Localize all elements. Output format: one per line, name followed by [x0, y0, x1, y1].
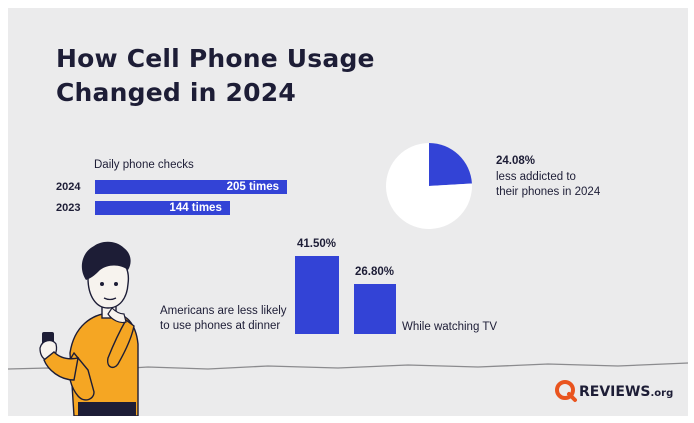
page-title-line-1: How Cell Phone Usage — [56, 44, 375, 73]
bar-value-label: 41.50% — [297, 238, 337, 250]
bar-2023: 144 times — [95, 201, 230, 215]
pie-annotation-line-1: less addicted to — [496, 171, 576, 183]
brand-name: REVIEWS — [579, 384, 651, 400]
bar-dinner — [295, 256, 339, 334]
pie-chart — [385, 143, 472, 229]
decoration-layer — [8, 241, 688, 416]
brand-suffix: .org — [650, 388, 674, 399]
brand-logo[interactable]: REVIEWS.org — [579, 381, 673, 400]
bar-value-label: 205 times — [226, 181, 279, 193]
q-logo-icon — [555, 380, 577, 402]
daily-checks-title: Daily phone checks — [94, 159, 194, 171]
vbar-category-label-dinner-line-2: to use phones at dinner — [160, 320, 281, 332]
pie-slice-remainder — [385, 143, 472, 229]
bar-2024: 205 times — [95, 180, 287, 194]
chart-canvas — [8, 143, 688, 416]
pie-value-label: 24.08% — [496, 155, 536, 167]
bar-watching-tv — [354, 283, 396, 334]
infographic-panel: How Cell Phone Usage Changed in 2024 Dai… — [8, 8, 688, 416]
pie-annotation-line-2: their phones in 2024 — [496, 186, 601, 198]
pie-slice-less-addicted — [429, 143, 472, 186]
bar-value-label: 26.80% — [355, 265, 395, 278]
person-with-phone-icon — [39, 241, 139, 416]
page-title-line-2: Changed in 2024 — [56, 78, 296, 107]
vbar-category-label-tv: While watching TV — [402, 321, 498, 333]
bar-value-label: 144 times — [169, 202, 222, 214]
hbar-category-label: 2024 — [56, 181, 81, 193]
hbar-category-label: 2023 — [56, 202, 81, 214]
vbar-category-label-dinner-line-1: Americans are less likely — [160, 305, 287, 317]
